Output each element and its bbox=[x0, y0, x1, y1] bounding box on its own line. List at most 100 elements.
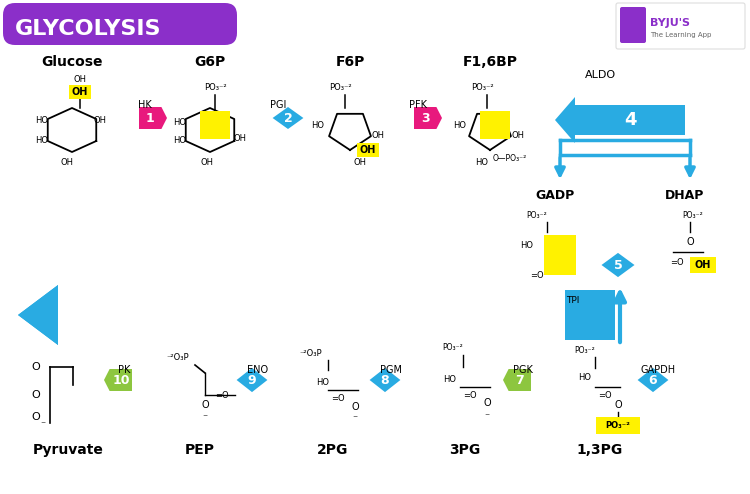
Text: 3PG: 3PG bbox=[449, 443, 481, 457]
FancyBboxPatch shape bbox=[69, 85, 91, 99]
Text: OH: OH bbox=[360, 145, 376, 155]
Polygon shape bbox=[414, 107, 442, 129]
Text: 8: 8 bbox=[381, 373, 389, 386]
Text: 9: 9 bbox=[248, 373, 256, 386]
Text: 7: 7 bbox=[516, 373, 524, 386]
Text: PGI: PGI bbox=[270, 100, 286, 110]
Text: ⁻: ⁻ bbox=[352, 414, 358, 424]
Polygon shape bbox=[638, 368, 668, 392]
Text: HO: HO bbox=[35, 135, 49, 145]
Text: PFK: PFK bbox=[409, 100, 427, 110]
Polygon shape bbox=[18, 285, 58, 345]
Text: PO₃⁻²: PO₃⁻² bbox=[605, 420, 631, 429]
Text: O: O bbox=[351, 402, 358, 412]
Text: O: O bbox=[32, 390, 40, 400]
Text: PO₃⁻²: PO₃⁻² bbox=[682, 210, 703, 219]
Text: =O: =O bbox=[464, 390, 477, 400]
FancyBboxPatch shape bbox=[18, 288, 565, 342]
Polygon shape bbox=[139, 107, 167, 129]
Text: OH: OH bbox=[512, 130, 524, 139]
Text: O—PO₃⁻²: O—PO₃⁻² bbox=[493, 154, 527, 163]
Text: O: O bbox=[32, 412, 40, 422]
Text: HO: HO bbox=[454, 121, 466, 129]
Text: 1,3PG: 1,3PG bbox=[577, 443, 623, 457]
Text: PO₃⁻²: PO₃⁻² bbox=[526, 210, 548, 219]
Polygon shape bbox=[104, 369, 132, 391]
Text: HK: HK bbox=[138, 100, 152, 110]
Text: =O: =O bbox=[332, 394, 345, 403]
Polygon shape bbox=[18, 285, 58, 345]
FancyBboxPatch shape bbox=[18, 290, 615, 340]
Text: 2: 2 bbox=[284, 112, 292, 124]
Text: ⁻: ⁻ bbox=[40, 420, 46, 430]
FancyBboxPatch shape bbox=[544, 235, 576, 275]
Text: F1,6BP: F1,6BP bbox=[463, 55, 518, 69]
Text: PK: PK bbox=[118, 365, 130, 375]
Text: HO: HO bbox=[311, 121, 325, 129]
Text: Glucose: Glucose bbox=[41, 55, 103, 69]
Text: ⁻: ⁻ bbox=[484, 412, 490, 422]
Text: GADP: GADP bbox=[536, 189, 574, 202]
FancyBboxPatch shape bbox=[357, 143, 379, 157]
FancyBboxPatch shape bbox=[690, 257, 716, 273]
Text: OH: OH bbox=[72, 87, 88, 97]
Text: PGM: PGM bbox=[380, 365, 402, 375]
Text: 6: 6 bbox=[649, 373, 657, 386]
Text: GAPDH: GAPDH bbox=[640, 365, 676, 375]
Text: HO: HO bbox=[476, 158, 488, 166]
Text: PO₃⁻²: PO₃⁻² bbox=[574, 345, 596, 355]
Text: PGK: PGK bbox=[513, 365, 533, 375]
Text: OH: OH bbox=[233, 133, 247, 142]
Text: =O: =O bbox=[215, 390, 229, 400]
Text: ⁻: ⁻ bbox=[202, 413, 208, 423]
Text: DHAP: DHAP bbox=[665, 189, 705, 202]
Text: HO: HO bbox=[443, 374, 457, 383]
Text: O: O bbox=[686, 237, 694, 247]
FancyBboxPatch shape bbox=[616, 3, 745, 49]
Text: OH: OH bbox=[74, 76, 86, 84]
Text: 10: 10 bbox=[112, 373, 130, 386]
Text: OH: OH bbox=[694, 260, 711, 270]
Text: O: O bbox=[614, 400, 622, 410]
Text: HO: HO bbox=[173, 135, 187, 145]
FancyBboxPatch shape bbox=[3, 3, 237, 45]
Text: =O: =O bbox=[530, 271, 544, 280]
Text: OH: OH bbox=[200, 158, 214, 166]
Text: The Learning App: The Learning App bbox=[650, 32, 711, 38]
Text: 2PG: 2PG bbox=[317, 443, 349, 457]
Text: 4: 4 bbox=[624, 111, 636, 129]
Polygon shape bbox=[370, 368, 400, 392]
Text: ⁻²O₃P: ⁻²O₃P bbox=[300, 348, 322, 358]
Text: PO₃⁻²: PO₃⁻² bbox=[328, 83, 351, 92]
Text: PO₃⁻²: PO₃⁻² bbox=[204, 83, 226, 92]
FancyBboxPatch shape bbox=[480, 111, 510, 139]
Text: Glycolysis: Glycolysis bbox=[240, 303, 380, 327]
Text: O: O bbox=[32, 362, 40, 372]
Text: GLYCOLYSIS: GLYCOLYSIS bbox=[15, 19, 161, 39]
Polygon shape bbox=[555, 97, 685, 143]
Text: HO: HO bbox=[316, 377, 329, 386]
Text: OH: OH bbox=[94, 116, 106, 124]
Text: G6P: G6P bbox=[194, 55, 226, 69]
Text: 1: 1 bbox=[146, 112, 154, 124]
Text: =O: =O bbox=[670, 257, 684, 266]
Text: HO: HO bbox=[173, 118, 187, 126]
Text: O: O bbox=[483, 398, 490, 408]
Text: 3: 3 bbox=[421, 112, 429, 124]
FancyBboxPatch shape bbox=[596, 416, 640, 434]
Text: ⁻²O₃P: ⁻²O₃P bbox=[166, 353, 189, 362]
Text: ALDO: ALDO bbox=[584, 70, 616, 80]
Text: HO: HO bbox=[520, 241, 533, 249]
Text: BYJU'S: BYJU'S bbox=[650, 18, 690, 28]
FancyBboxPatch shape bbox=[620, 7, 646, 43]
Text: F6P: F6P bbox=[335, 55, 364, 69]
Text: OH: OH bbox=[371, 130, 385, 139]
Text: PEP: PEP bbox=[185, 443, 215, 457]
FancyBboxPatch shape bbox=[565, 290, 615, 340]
Polygon shape bbox=[272, 107, 304, 129]
Text: Pyruvate: Pyruvate bbox=[32, 443, 104, 457]
Polygon shape bbox=[602, 253, 634, 277]
Text: HO: HO bbox=[578, 372, 592, 381]
Text: =O: =O bbox=[598, 390, 612, 400]
Text: HO: HO bbox=[35, 116, 49, 124]
